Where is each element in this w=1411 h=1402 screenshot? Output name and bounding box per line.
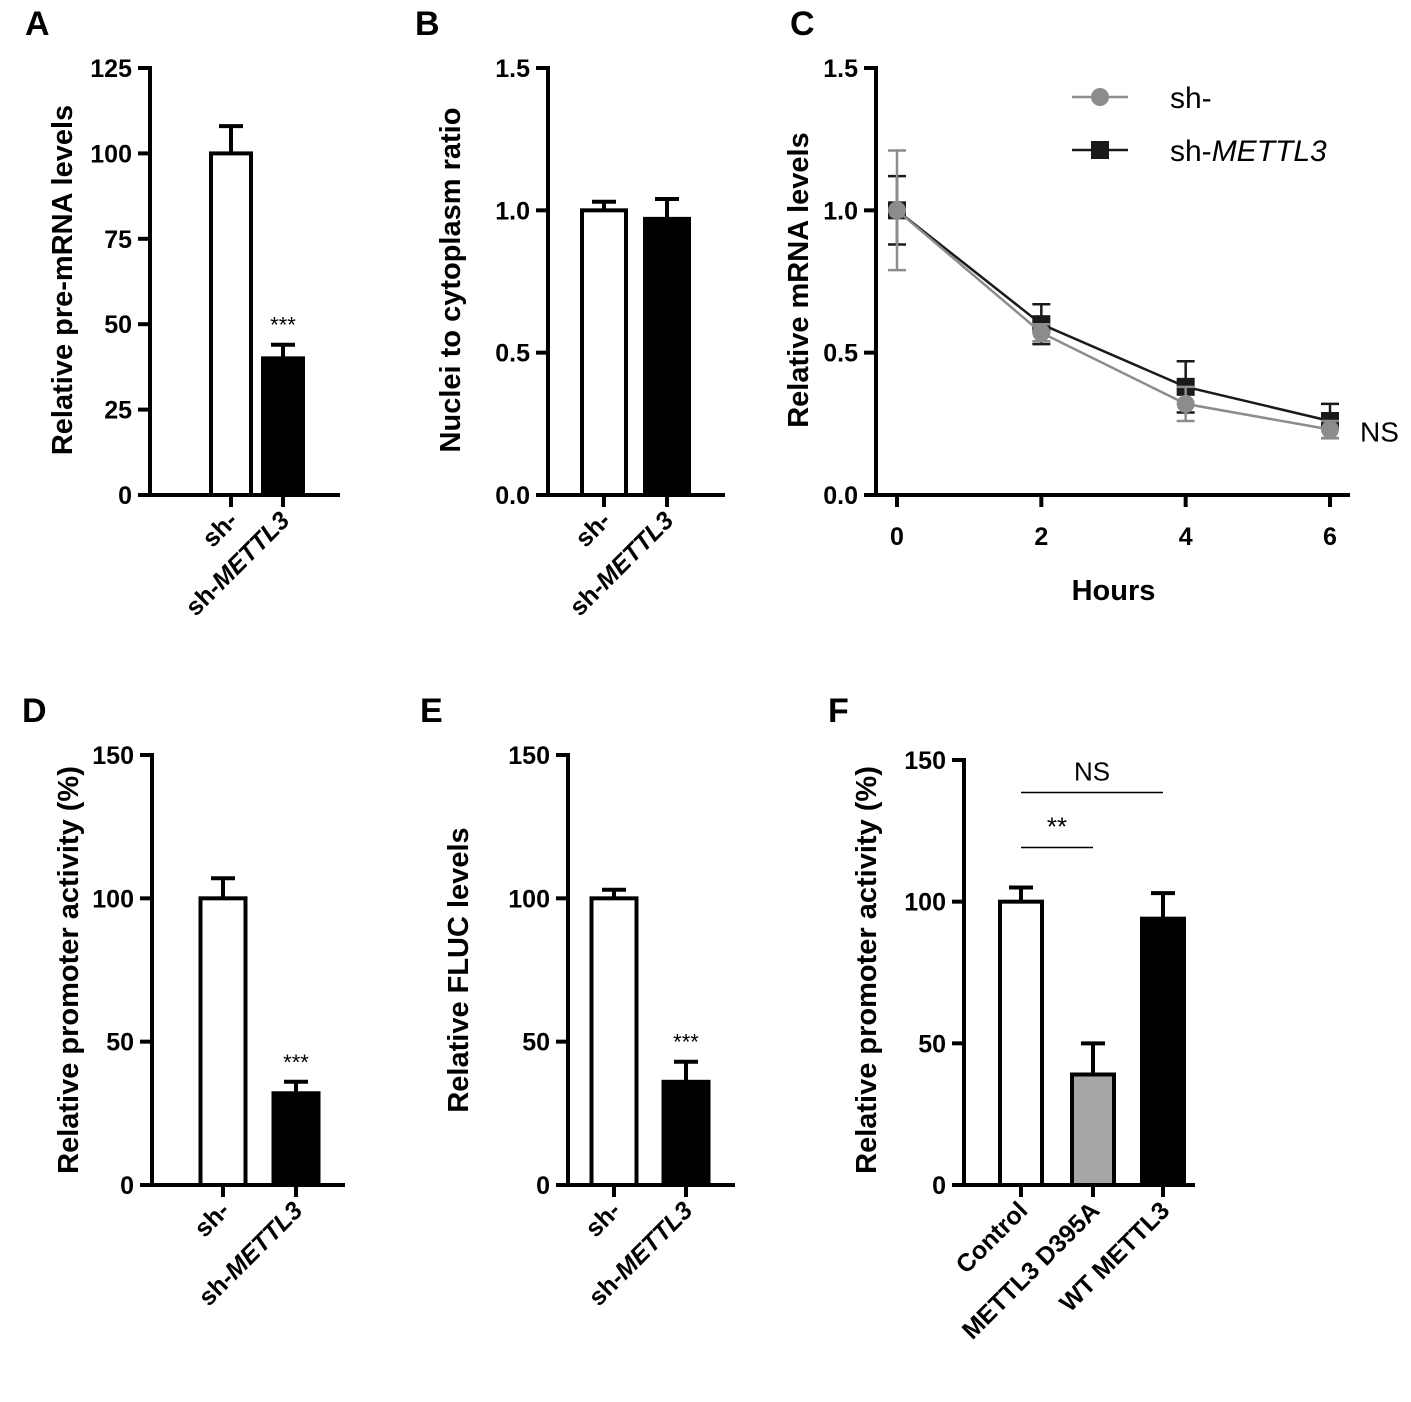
y-tick-label-C: 0.5 [823, 340, 858, 368]
significance-label-E: *** [673, 1030, 699, 1055]
ns-annotation-C: NS [1360, 417, 1399, 448]
panel-label-D: D [22, 692, 47, 730]
x-tick-label-C: 6 [1323, 523, 1337, 551]
y-tick-label-E: 100 [508, 885, 550, 913]
y-tick-label-D: 150 [92, 742, 134, 770]
panel-C: 0.0 0.5 1.0 1.5 C Relative mRNA levels 0 2 4 6 Hou… [783, 5, 1399, 607]
y-axis-label-E: Relative FLUC levels [443, 827, 475, 1112]
legend-label-sh-METTL3: sh-METTL3 [1170, 135, 1327, 168]
x-tick-label-B-prefix: sh- [570, 506, 616, 552]
x-tick-label-C: 2 [1034, 523, 1048, 551]
bar-B-1 [580, 208, 628, 497]
data-point-sh-NC [1032, 323, 1051, 342]
x-tick-label-E-italic: METTL3 [610, 1196, 699, 1285]
data-point-sh-NC [1176, 394, 1195, 413]
panel-label-B: B [415, 5, 440, 43]
x-tick-label-C: 4 [1179, 523, 1193, 551]
y-tick-label-E: 0 [536, 1172, 550, 1200]
legend-label-sh-METTL3-prefix: sh- [1170, 135, 1212, 168]
y-axis-label-C: Relative mRNA levels [783, 132, 815, 428]
y-tick-label-F: 150 [904, 747, 946, 775]
y-tick-label-A: 25 [104, 397, 132, 425]
bar-A-2 [261, 356, 305, 497]
data-point-sh-NC [1321, 420, 1339, 439]
y-tick-label-B: 0.0 [495, 482, 530, 510]
x-tick-label-E-prefix: sh- [580, 1196, 626, 1242]
panel-D: 0 50 100 150 D Relative promoter activity (%)… [22, 692, 345, 1312]
y-tick-label-C: 1.0 [823, 197, 858, 225]
y-tick-label-C: 0.0 [823, 482, 858, 510]
data-point-sh-NC [888, 201, 906, 220]
legend-label-sh-METTL3-italic: METTL3 [1212, 135, 1327, 168]
y-tick-label-E: 50 [522, 1029, 550, 1057]
panel-label-A: A [25, 5, 50, 43]
x-tick-label-D-italic: METTL3 [220, 1196, 309, 1285]
panel-B: 0.0 0.5 1.0 1.5 B Nuclei to cytoplasm ratio sh… [415, 5, 725, 622]
y-tick-label-B: 0.5 [495, 340, 530, 368]
significance-label-A: *** [270, 313, 296, 338]
bar-F-3 [1140, 916, 1186, 1188]
bar-D-2 [271, 1091, 321, 1188]
x-tick-label-D: sh- [189, 1196, 235, 1242]
bar-B-2 [643, 216, 691, 498]
panel-label-E: E [420, 692, 443, 730]
y-tick-label-F: 0 [932, 1172, 946, 1200]
bar-D-1 [198, 896, 248, 1187]
x-tick-label-B: sh- [570, 506, 616, 552]
y-axis-label-B: Nuclei to cytoplasm ratio [435, 108, 467, 453]
y-tick-label-B: 1.0 [495, 197, 530, 225]
y-tick-label-B: 1.5 [495, 55, 530, 83]
y-tick-label-E: 150 [508, 742, 550, 770]
legend-label-sh-NC: sh- [1170, 82, 1212, 115]
y-axis-label-F: Relative promoter activity (%) [851, 766, 883, 1174]
series-line-sh-METTL3 [896, 209, 1331, 423]
panel-F: 0 50 100 150 F Relative promoter activity (%)… [828, 692, 1195, 1345]
y-tick-label-A: 0 [118, 482, 132, 510]
y-axis-label-D: Relative promoter activity (%) [53, 766, 85, 1174]
x-tick-label-D-prefix: sh- [189, 1196, 235, 1242]
y-tick-label-A: 75 [104, 226, 132, 254]
legend-marker-sh-METTL3 [1091, 141, 1109, 159]
significance-label-D: *** [283, 1050, 309, 1075]
x-tick-label-E: sh- [580, 1196, 626, 1242]
y-tick-label-C: 1.5 [823, 55, 858, 83]
bar-E-1 [589, 896, 639, 1187]
legend-label-sh-NC-prefix: sh- [1170, 82, 1212, 115]
bar-A-1 [209, 151, 253, 497]
y-tick-label-D: 0 [120, 1172, 134, 1200]
y-tick-label-D: 100 [92, 885, 134, 913]
bar-F-1 [998, 899, 1044, 1188]
y-axis-label-A: Relative pre-mRNA levels [47, 105, 79, 455]
significance-label-F: ** [1047, 812, 1067, 842]
y-tick-label-A: 125 [90, 55, 132, 83]
bar-F-2 [1070, 1072, 1116, 1187]
y-tick-label-A: 100 [90, 140, 132, 168]
series-line-sh-NC [896, 209, 1331, 431]
panel-label-C: C [790, 5, 815, 43]
panel-label-F: F [828, 692, 849, 730]
y-tick-label-F: 100 [904, 889, 946, 917]
bar-E-2 [661, 1079, 711, 1188]
y-tick-label-D: 50 [106, 1029, 134, 1057]
x-tick-label-C: 0 [890, 523, 904, 551]
x-axis-label-C: Hours [1072, 575, 1156, 607]
legend-marker-sh-NC [1091, 88, 1109, 106]
y-tick-label-A: 50 [104, 311, 132, 339]
y-tick-label-F: 50 [918, 1030, 946, 1058]
significance-label-F: NS [1074, 757, 1110, 787]
